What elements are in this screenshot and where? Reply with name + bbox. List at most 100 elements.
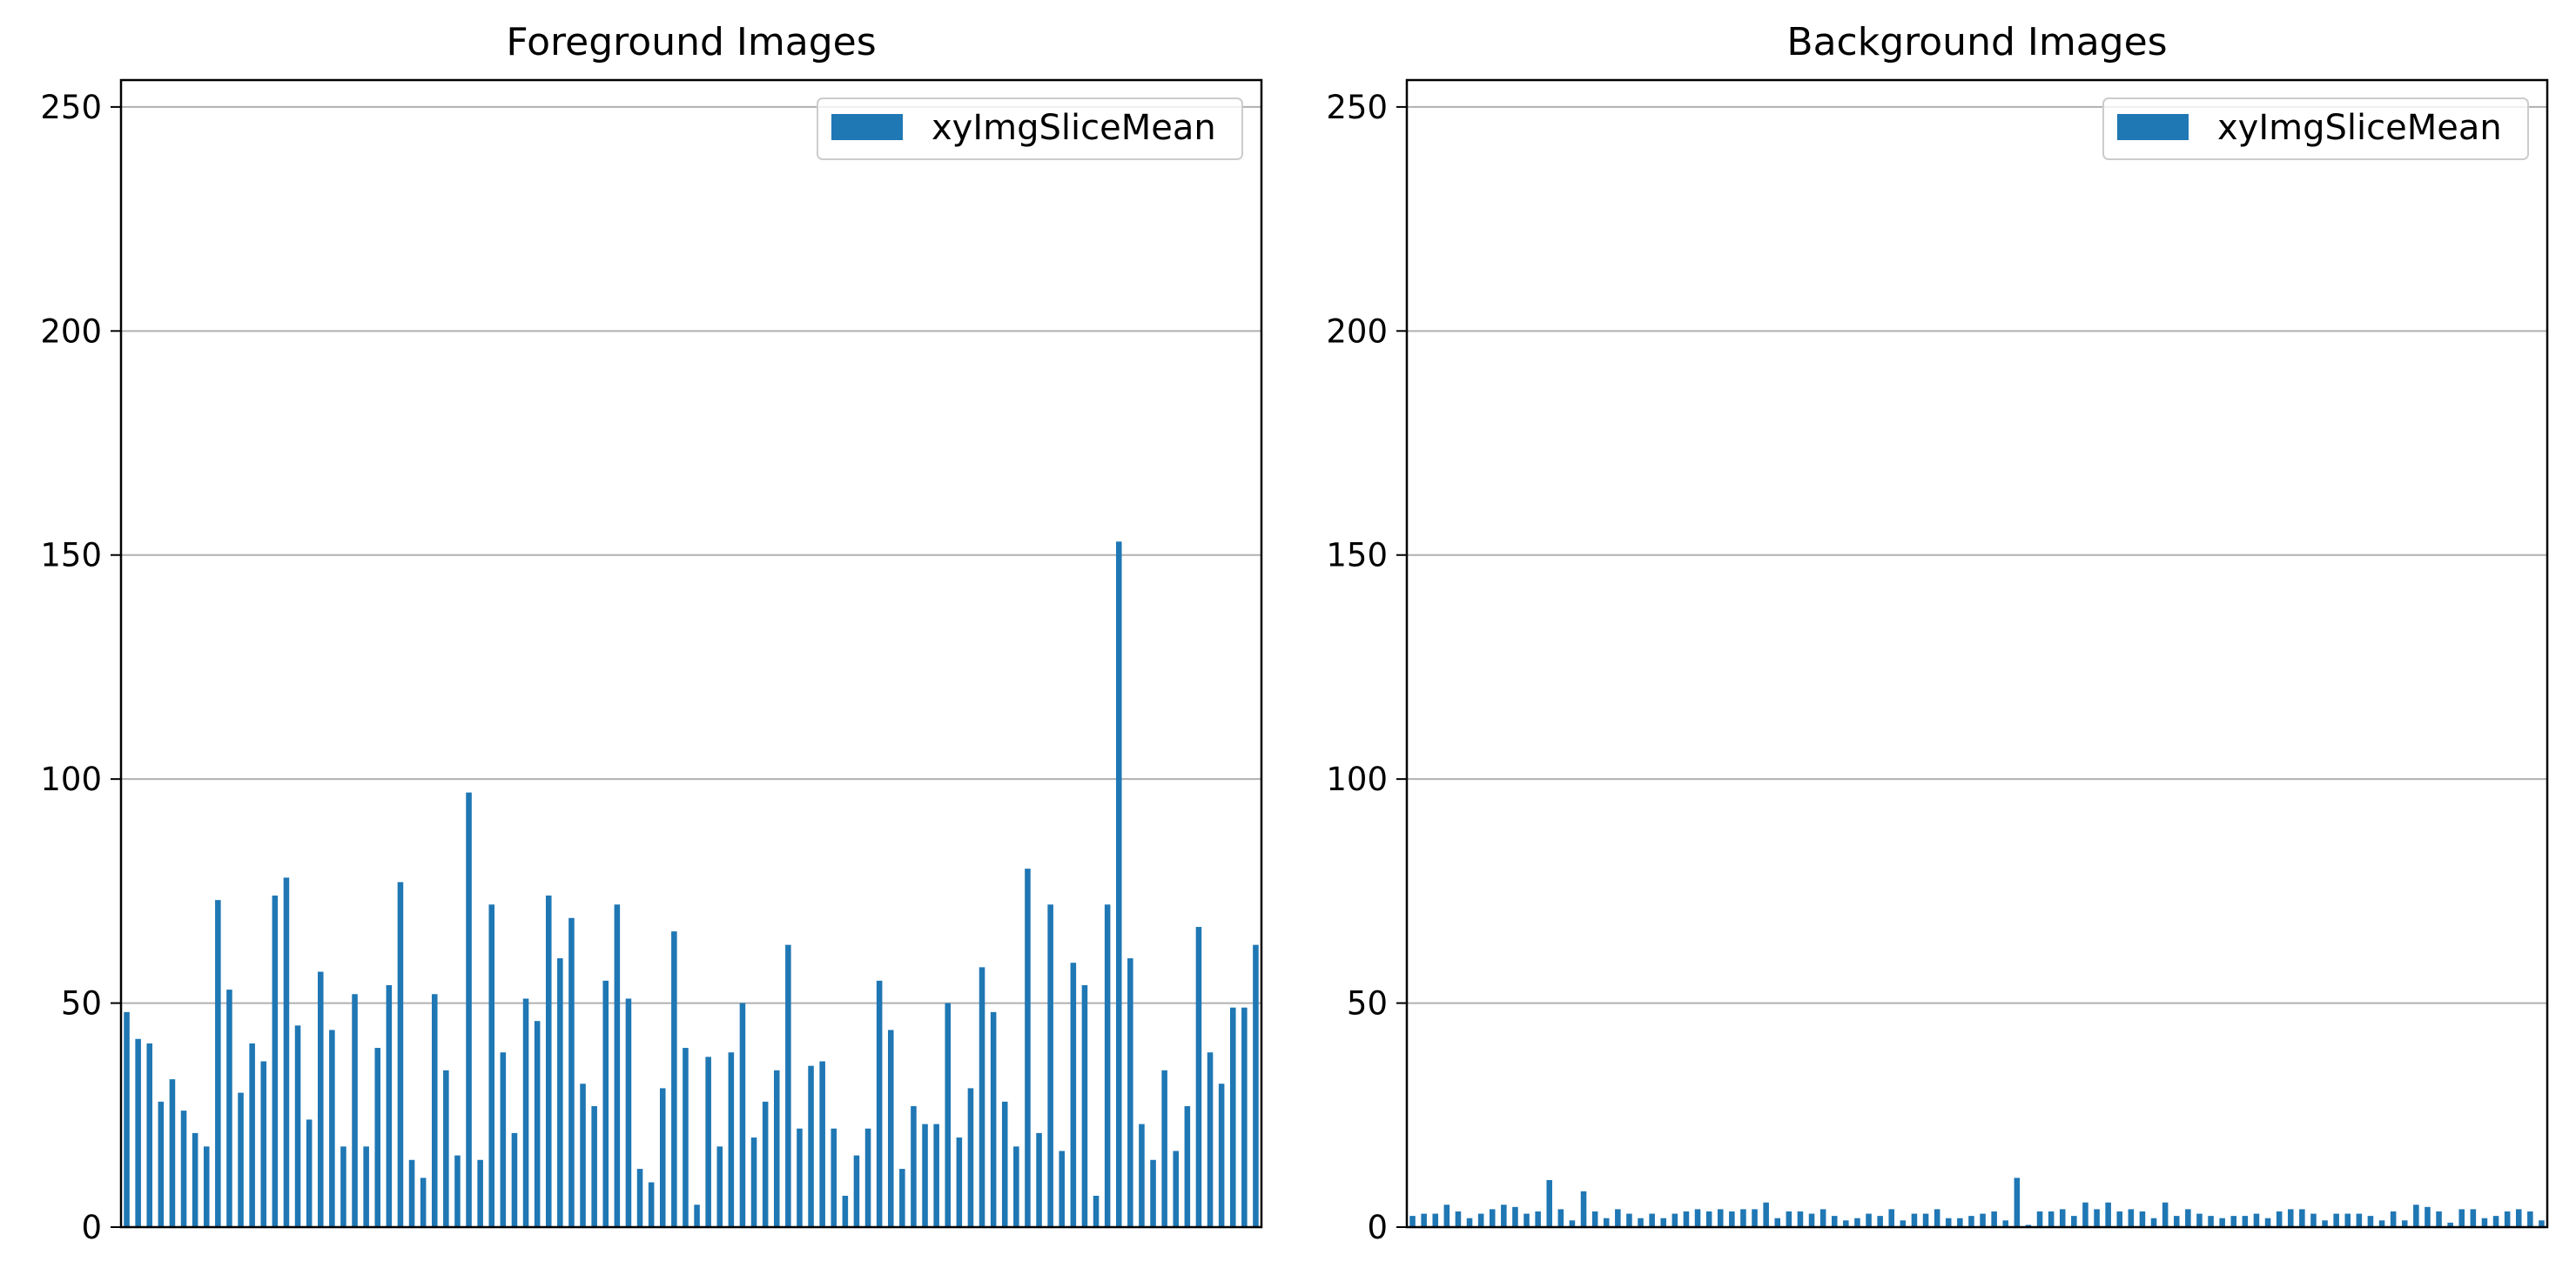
bar [2208,1216,2214,1227]
bar [1432,1213,1439,1227]
bar [2002,1220,2009,1227]
bar [1523,1213,1530,1227]
bar [2185,1209,2191,1227]
bar [1638,1218,1644,1227]
bar [1705,1211,1712,1227]
y-tick-label: 100 [1326,761,1388,798]
bar [1013,1146,1019,1227]
bar [728,1052,735,1227]
bar [831,1128,837,1227]
bar [260,1061,267,1227]
legend-box [2102,97,2529,160]
bar [1615,1209,1621,1227]
bar [317,971,324,1227]
bar [967,1088,974,1227]
y-tick-label: 150 [1326,537,1388,574]
bar [215,900,221,1227]
bar [1797,1211,1804,1227]
y-tick-label: 250 [40,89,102,126]
bar [522,998,529,1227]
bar [2322,1220,2328,1227]
bar [2071,1216,2077,1227]
bar [1729,1211,1735,1227]
bar [1877,1216,1883,1227]
bar [203,1146,210,1227]
bar [1184,1105,1191,1227]
bar [294,1025,301,1227]
y-tick-label: 200 [40,312,102,350]
bar [2539,1220,2545,1227]
bar [1512,1206,1518,1227]
bar [1603,1218,1610,1227]
bar [2139,1211,2146,1227]
bar [340,1146,346,1227]
bar [2094,1209,2100,1227]
bar [2425,1206,2431,1227]
bar [659,1088,666,1227]
bar [1207,1052,1214,1227]
bar [1443,1205,1450,1227]
bar [1957,1218,1963,1227]
bar [1945,1218,1952,1227]
legend-label: xyImgSliceMean [932,108,1216,148]
bar [1866,1213,1872,1227]
y-tick-label: 0 [1367,1209,1388,1246]
bar [2367,1216,2374,1227]
plot-frame [1405,78,2549,1229]
bar [408,1159,415,1227]
bar [238,1092,244,1227]
bar [2036,1211,2043,1227]
bar [1888,1209,1895,1227]
bar [1036,1132,1042,1227]
bar [2116,1211,2123,1227]
bar [1546,1179,1553,1227]
foreground-chart: Foreground Images 0 50 100 150 200 250 xyImgS… [40,20,1263,1246]
bar [2413,1205,2419,1227]
bar [386,984,393,1227]
legend-swatch [831,114,903,140]
bar [2344,1213,2351,1227]
bar [716,1146,723,1227]
bar [2253,1213,2260,1227]
bar [1535,1211,1541,1227]
bar [2196,1213,2203,1227]
bar [705,1057,711,1227]
bar [306,1119,313,1227]
bar [1843,1220,1849,1227]
bar [1980,1213,1986,1227]
bar [648,1182,655,1227]
y-tick-label: 150 [40,537,102,574]
background-chart: Background Images 0 50 100 150 200 250 xyImgS… [1326,20,2549,1246]
bar [2173,1216,2180,1227]
bar [694,1205,700,1227]
bar [2105,1202,2111,1227]
plot-frame [119,78,1263,1229]
bar [1808,1213,1815,1227]
bar [1694,1209,1701,1227]
y-tick-label: 50 [61,985,102,1023]
bar [625,998,632,1227]
bar [477,1159,483,1227]
bar [1139,1124,1145,1227]
bar [785,944,791,1227]
bar [1070,963,1077,1227]
bar [2230,1216,2237,1227]
bar [374,1048,381,1227]
bar [1025,869,1031,1228]
bar [500,1052,507,1227]
bar [2264,1218,2271,1227]
bar [2276,1211,2283,1227]
bar [2504,1211,2511,1227]
bar [1501,1205,1507,1227]
chart-title: Foreground Images [506,20,876,64]
bar [192,1132,198,1227]
bar [1763,1202,1769,1227]
bar [2356,1213,2363,1227]
bar [2059,1209,2066,1227]
bar [956,1137,963,1227]
bar [1173,1151,1180,1227]
bar [1409,1216,1416,1227]
legend-swatch [2117,114,2189,140]
bar [545,896,552,1227]
